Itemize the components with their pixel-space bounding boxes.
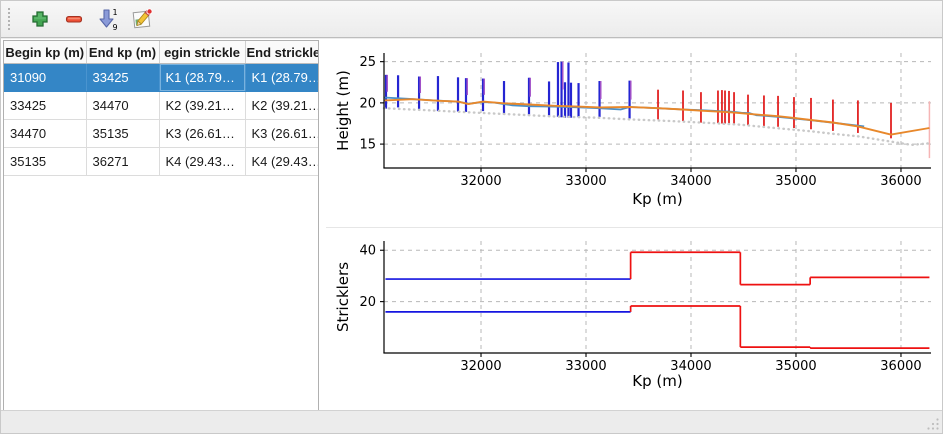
minus-icon — [65, 15, 83, 23]
x-tick-label: 33000 — [565, 359, 606, 374]
table-row[interactable]: 33425 34470 K2 (39.21… K2 (39.21… — [4, 91, 318, 120]
plus-icon — [32, 11, 48, 27]
table-cell[interactable]: K1 (28.79… — [245, 63, 318, 92]
delete-button[interactable] — [58, 4, 90, 34]
x-tick-label: 32000 — [460, 359, 501, 374]
table-row[interactable]: 31090 33425 K1 (28.79… K1 (28.79… — [4, 63, 318, 92]
table-cell[interactable]: 35135 — [4, 147, 87, 176]
mean-bed-line — [383, 98, 930, 136]
column-header-1[interactable]: End kp (m) — [86, 41, 160, 64]
add-button[interactable] — [24, 4, 56, 34]
x-axis-label: Kp (m) — [632, 372, 682, 390]
sort-button[interactable]: 1 9 — [92, 4, 124, 34]
column-header-2[interactable]: egin strickle — [159, 41, 246, 64]
x-tick-label: 36000 — [880, 359, 921, 374]
table-cell[interactable]: K3 (26.61… — [245, 119, 318, 148]
notification-dot — [146, 8, 153, 15]
y-tick-label: 15 — [359, 138, 376, 153]
table-cell[interactable]: 33425 — [86, 63, 160, 92]
table-cell[interactable]: 31090 — [4, 63, 87, 92]
edit-icon — [132, 8, 153, 29]
chart-divider — [326, 227, 942, 228]
y-axis-label: Stricklers — [334, 262, 352, 332]
plots-panel: 32000 33000 34000 35000 36000 15 20 25 Kp (m) Hei… — [326, 39, 943, 413]
toolbar: 1 9 — [1, 1, 942, 38]
resize-grip[interactable] — [927, 418, 940, 431]
stricklers-step-chart[interactable]: 32000 33000 34000 35000 36000 20 40 Kp (m) Stric… — [326, 228, 943, 413]
table-cell[interactable]: K4 (29.43… — [159, 147, 246, 176]
table-row[interactable]: 35135 36271 K4 (29.43… K4 (29.43… — [4, 147, 318, 176]
x-tick-label: 35000 — [775, 359, 816, 374]
table-cell[interactable]: 34470 — [4, 119, 87, 148]
ground-bottom-line — [382, 106, 931, 147]
table-cell[interactable]: K2 (39.21… — [245, 91, 318, 120]
column-header-0[interactable]: Begin kp (m) — [4, 41, 87, 64]
table-cell[interactable]: K1 (28.79… — [159, 63, 246, 92]
table-cell[interactable]: K2 (39.21… — [159, 91, 246, 120]
sort-badge-1: 1 — [112, 8, 117, 17]
x-tick-label: 34000 — [670, 174, 711, 189]
table-cell[interactable]: K4 (29.43… — [245, 147, 318, 176]
x-axis-label: Kp (m) — [632, 190, 682, 208]
x-tick-label: 33000 — [565, 174, 606, 189]
table-cell[interactable]: 33425 — [4, 91, 87, 120]
table-row[interactable]: 34470 35135 K3 (26.61… K3 (26.61… — [4, 119, 318, 148]
sort-badge-9: 9 — [112, 23, 117, 31]
x-tick-label: 36000 — [880, 174, 921, 189]
y-tick-label: 25 — [359, 55, 376, 70]
main-area: Begin kp (m) End kp (m) egin strickle End s… — [1, 39, 943, 413]
edit-button[interactable] — [126, 4, 158, 34]
x-tick-label: 35000 — [775, 174, 816, 189]
x-tick-label: 32000 — [460, 174, 501, 189]
y-tick-label: 40 — [359, 244, 376, 259]
stricklers-reach-table[interactable]: Begin kp (m) End kp (m) egin strickle End s… — [3, 40, 319, 411]
y-tick-label: 20 — [359, 96, 376, 111]
x-tick-label: 34000 — [670, 359, 711, 374]
column-header-3[interactable]: End strickler — [245, 41, 318, 64]
table-cell[interactable]: 35135 — [86, 119, 160, 148]
table-cell[interactable]: 34470 — [86, 91, 160, 120]
table-cell[interactable]: 36271 — [86, 147, 160, 176]
toolbar-drag-handle[interactable] — [8, 8, 14, 30]
height-profile-chart[interactable]: 32000 33000 34000 35000 36000 15 20 25 Kp (m) Hei… — [326, 39, 943, 228]
y-tick-label: 20 — [359, 295, 376, 310]
y-axis-label: Height (m) — [334, 70, 352, 151]
sort-numeric-icon: 1 9 — [99, 8, 118, 31]
table-cell[interactable]: K3 (26.61… — [159, 119, 246, 148]
status-bar — [1, 410, 942, 433]
